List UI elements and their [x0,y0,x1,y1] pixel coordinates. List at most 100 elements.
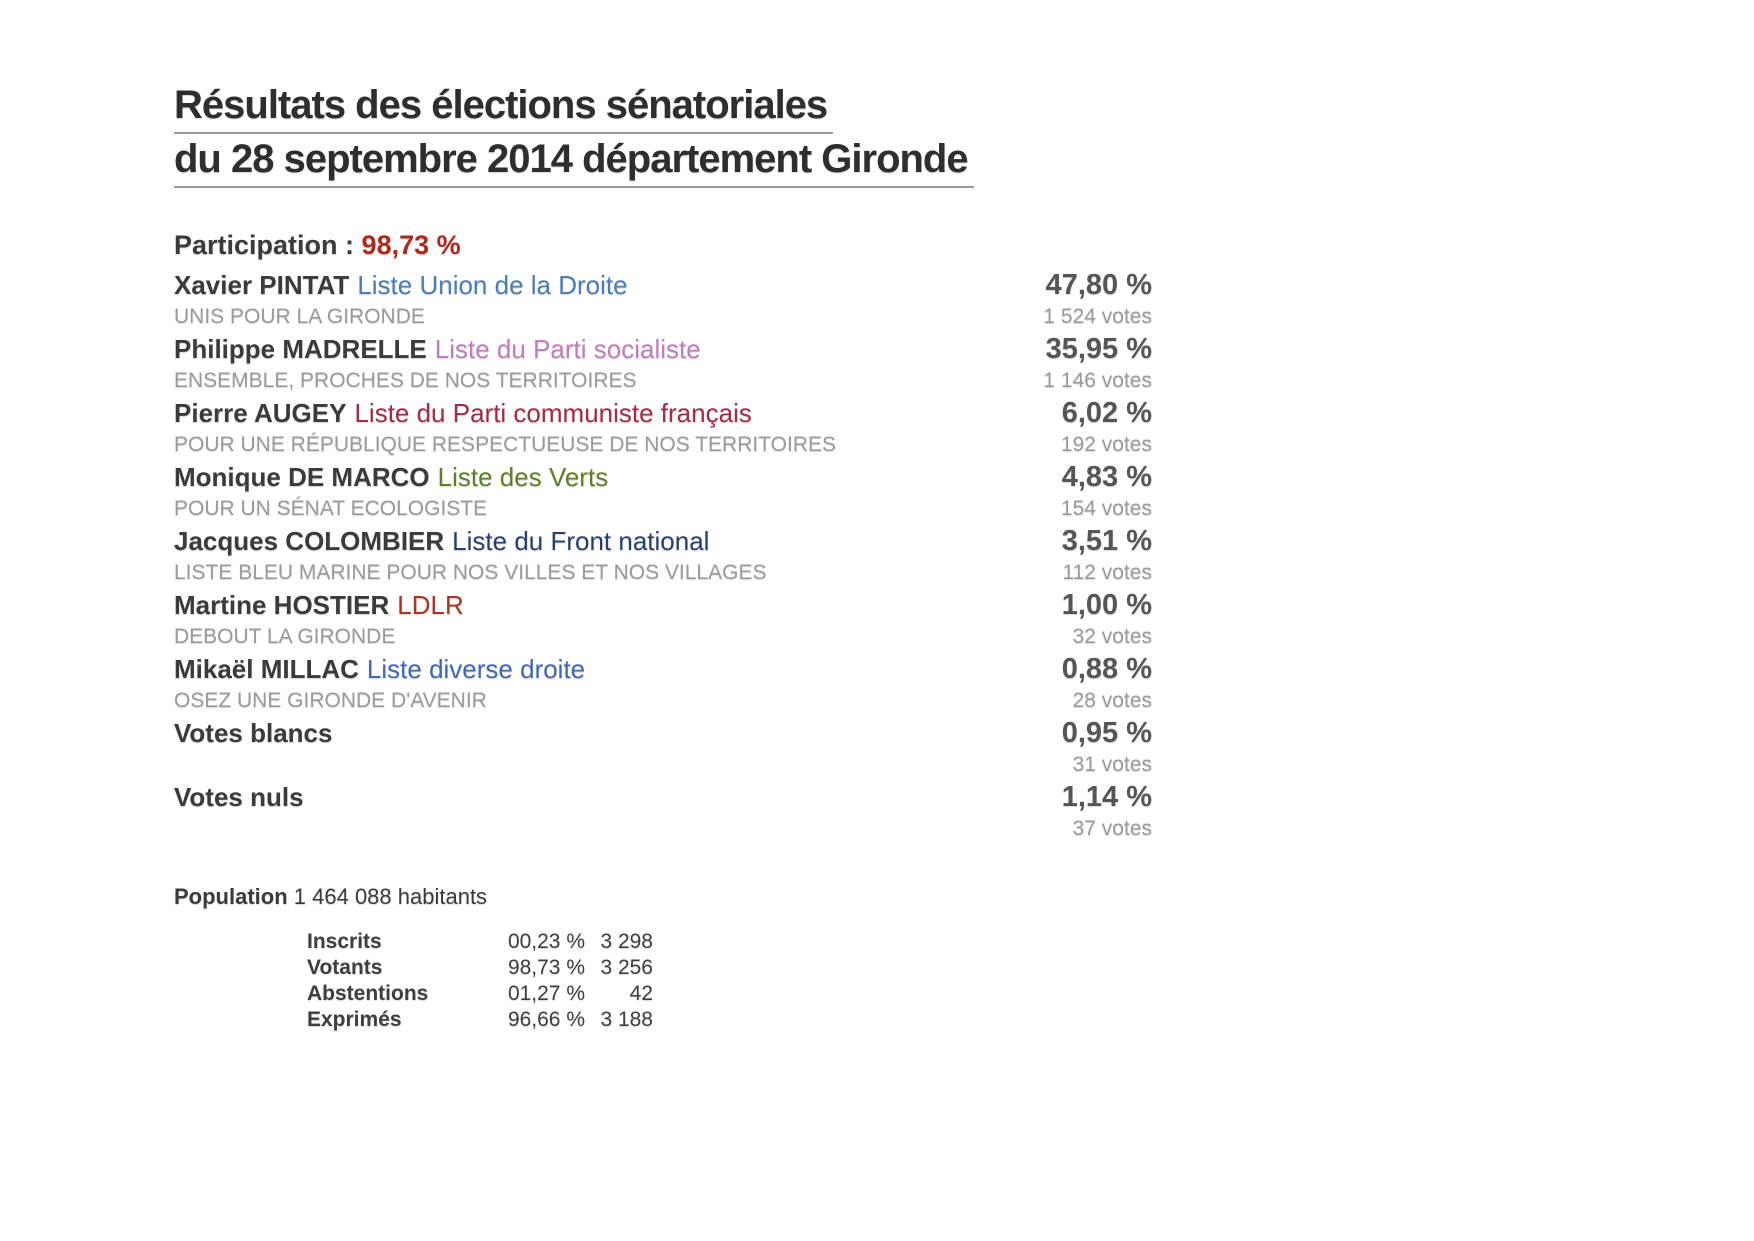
participation-label: Participation : [174,230,355,260]
stat-row: Inscrits 00,23 % 3 298 [307,929,1152,955]
candidate-name: Jacques COLOMBIER [174,526,445,556]
stat-row: Votants 98,73 % 3 256 [307,955,1152,981]
result-votes: 31 votes [1072,753,1152,776]
candidate-name: Martine HOSTIER [174,590,390,620]
population-line: Population 1 464 088 habitants [174,883,1152,911]
candidate-list: LDLR [397,590,464,620]
result-percent: 3,51 % [1061,525,1152,557]
result-row-right: 4,83 % 154 votes [902,461,1152,525]
candidate-name: Votes blancs [174,718,333,748]
candidate-slogan: POUR UN SÉNAT ECOLOGISTE [174,497,488,520]
stat-count: 42 [629,982,653,1005]
stat-label: Abstentions [307,982,429,1005]
result-row-left: Jacques COLOMBIER Liste du Front national… [174,525,902,589]
result-votes: 1 146 votes [1043,369,1152,392]
stat-percent: 98,73 % [507,956,585,979]
result-row-left: Philippe MADRELLE Liste du Parti socialis… [174,333,902,397]
result-row-left: Pierre AUGEY Liste du Parti communiste fr… [174,397,902,461]
candidate-name-line: Mikaël MILLAC Liste diverse droite [174,653,902,685]
result-row-left: Votes blancs [174,717,902,781]
result-row: Mikaël MILLAC Liste diverse droite OSEZ U… [174,653,1152,717]
result-row: Xavier PINTAT Liste Union de la Droite UN… [174,269,1152,333]
candidate-list: Liste des Verts [437,462,609,492]
result-row-right: 6,02 % 192 votes [902,397,1152,461]
stat-row: Abstentions 01,27 % 42 [307,981,1152,1007]
result-row-left: Martine HOSTIER LDLR DEBOUT LA GIRONDE [174,589,902,653]
result-row-right: 35,95 % 1 146 votes [902,333,1152,397]
result-row: Philippe MADRELLE Liste du Parti socialis… [174,333,1152,397]
candidate-slogan: ENSEMBLE, PROCHES DE NOS TERRITOIRES [174,369,637,392]
result-percent: 1,00 % [1061,589,1152,621]
candidate-slogan [174,813,902,845]
stat-percent: 96,66 % [507,1008,585,1031]
candidate-slogan: DEBOUT LA GIRONDE [174,625,396,648]
candidate-name-line: Votes blancs [174,717,902,749]
result-row-right: 1,00 % 32 votes [902,589,1152,653]
participation-line: Participation : 98,73 % [174,228,1152,262]
result-row: Monique DE MARCO Liste des Verts POUR UN … [174,461,1152,525]
result-row-left: Votes nuls [174,781,902,845]
result-percent: 0,88 % [1061,653,1152,685]
result-percent: 4,83 % [1061,461,1152,493]
stat-percent: 01,27 % [507,982,585,1005]
candidate-slogan: OSEZ UNE GIRONDE D'AVENIR [174,689,487,712]
result-votes: 37 votes [1072,817,1152,840]
result-percent: 47,80 % [1045,269,1152,301]
result-row: Votes blancs 0,95 % 31 votes [174,717,1152,781]
candidate-name-line: Monique DE MARCO Liste des Verts [174,461,902,493]
candidate-slogan: POUR UNE RÉPUBLIQUE RESPECTUEUSE DE NOS … [174,433,837,456]
main-content: Résultats des élections sénatoriales du … [174,80,1152,1033]
result-row-right: 0,95 % 31 votes [902,717,1152,781]
candidate-list: Liste du Parti socialiste [434,334,701,364]
result-votes: 154 votes [1060,497,1152,520]
stat-count: 3 188 [600,1008,653,1031]
candidate-slogan: UNIS POUR LA GIRONDE [174,305,425,328]
candidate-name: Pierre AUGEY [174,398,347,428]
candidate-slogan [174,749,902,781]
result-row: Pierre AUGEY Liste du Parti communiste fr… [174,397,1152,461]
population-value: 1 464 088 habitants [293,884,488,909]
candidate-name: Votes nuls [174,782,304,812]
result-row-left: Xavier PINTAT Liste Union de la Droite UN… [174,269,902,333]
result-votes: 28 votes [1072,689,1152,712]
candidate-slogan: LISTE BLEU MARINE POUR NOS VILLES ET NOS… [174,561,767,584]
stat-count: 3 298 [600,930,653,953]
candidate-name: Xavier PINTAT [174,270,350,300]
candidate-name: Philippe MADRELLE [174,334,427,364]
result-votes: 32 votes [1072,625,1152,648]
result-row: Martine HOSTIER LDLR DEBOUT LA GIRONDE 1,… [174,589,1152,653]
stat-row: Exprimés 96,66 % 3 188 [307,1007,1152,1033]
result-votes: 192 votes [1060,433,1152,456]
page-title-line2: du 28 septembre 2014 département Gironde [174,134,974,188]
result-votes: 1 524 votes [1043,305,1152,328]
population-label: Population [174,884,288,909]
result-row-right: 1,14 % 37 votes [902,781,1152,845]
result-percent: 35,95 % [1045,333,1152,365]
candidate-name-line: Philippe MADRELLE Liste du Parti socialis… [174,333,902,365]
result-row: Jacques COLOMBIER Liste du Front national… [174,525,1152,589]
result-row-right: 0,88 % 28 votes [902,653,1152,717]
results-list: Xavier PINTAT Liste Union de la Droite UN… [174,269,1152,845]
candidate-name: Monique DE MARCO [174,462,430,492]
candidate-name-line: Votes nuls [174,781,902,813]
result-percent: 1,14 % [1061,781,1152,813]
stat-count: 3 256 [600,956,653,979]
candidate-list: Liste du Parti communiste français [354,398,752,428]
participation-value: 98,73 % [361,230,461,260]
candidate-name: Mikaël MILLAC [174,654,359,684]
result-votes: 112 votes [1062,561,1152,584]
stat-label: Votants [307,956,383,979]
result-percent: 0,95 % [1061,717,1152,749]
candidate-name-line: Xavier PINTAT Liste Union de la Droite [174,269,902,301]
candidate-name-line: Pierre AUGEY Liste du Parti communiste fr… [174,397,902,429]
page-title-line1: Résultats des élections sénatoriales [174,80,834,134]
candidate-list: Liste diverse droite [366,654,586,684]
result-percent: 6,02 % [1061,397,1152,429]
stats-table: Inscrits 00,23 % 3 298 Votants 98,73 % 3… [307,929,1152,1033]
stat-percent: 00,23 % [507,930,585,953]
result-row: Votes nuls 1,14 % 37 votes [174,781,1152,845]
result-row-left: Monique DE MARCO Liste des Verts POUR UN … [174,461,902,525]
candidate-list: Liste Union de la Droite [357,270,628,300]
candidate-name-line: Martine HOSTIER LDLR [174,589,902,621]
